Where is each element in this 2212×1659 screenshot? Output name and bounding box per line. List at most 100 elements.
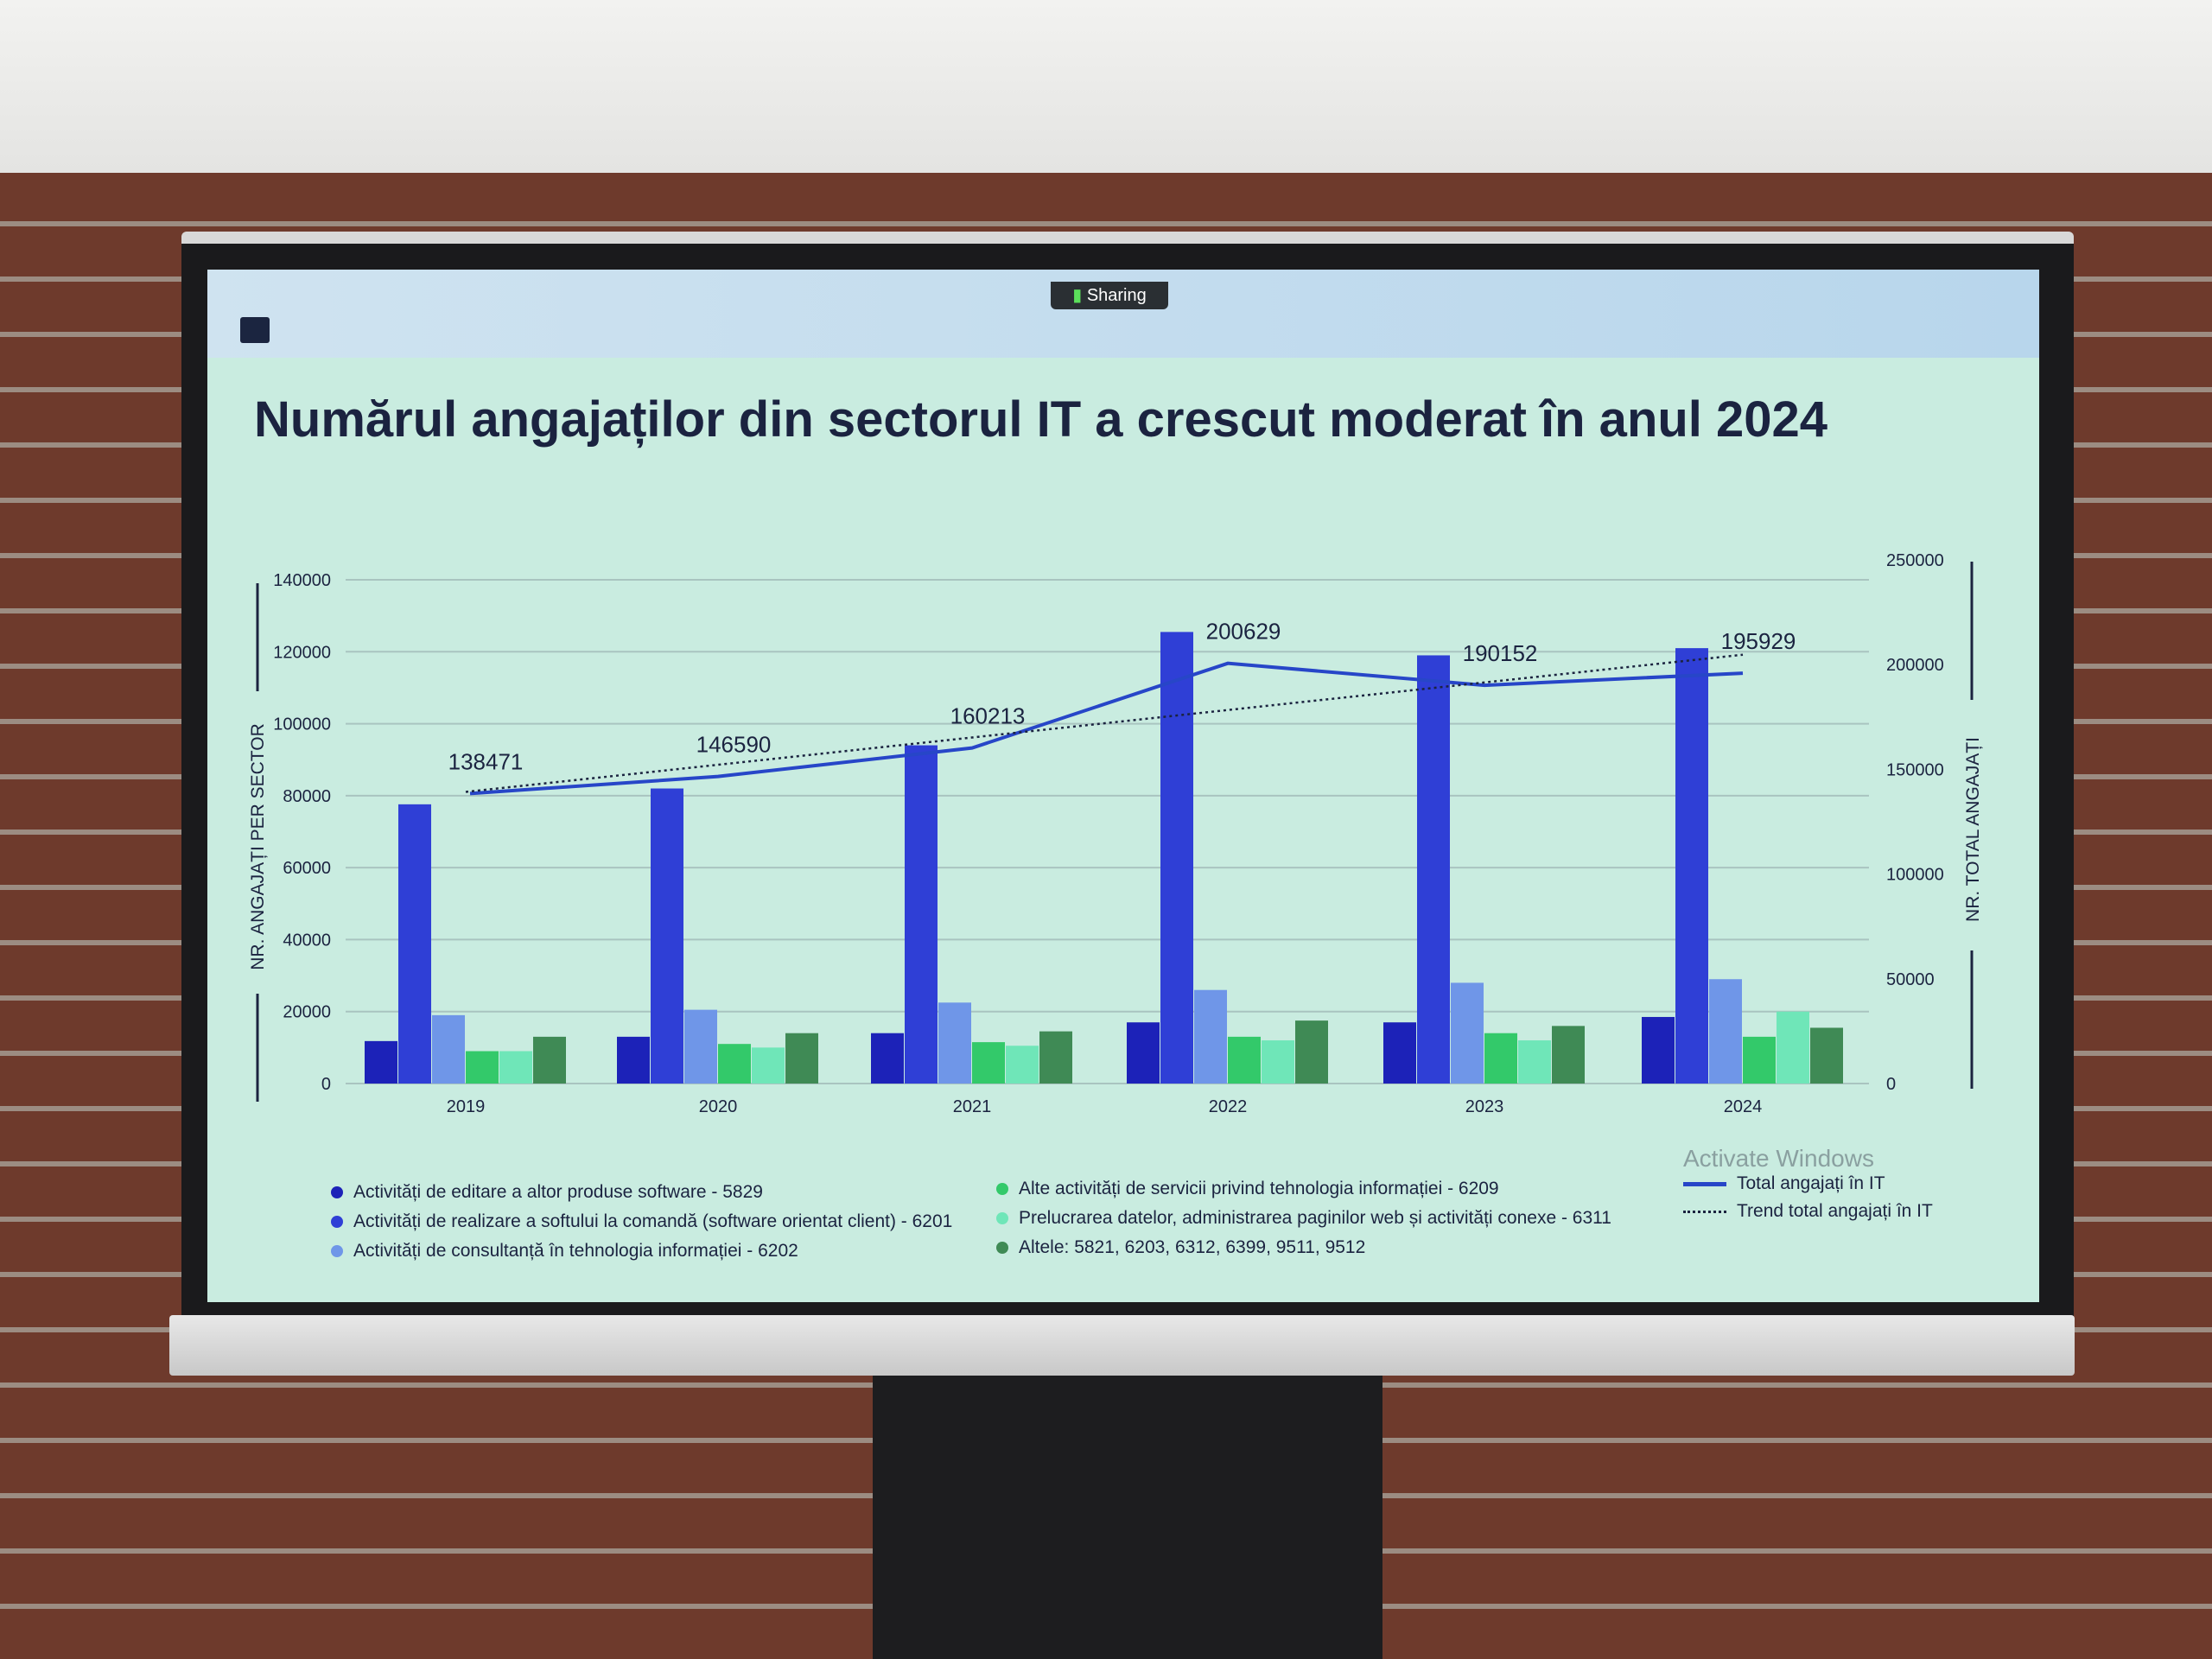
bar-2024-series-6	[1810, 1027, 1843, 1084]
y-tick-label: 80000	[283, 787, 331, 806]
bar-2019-series-1	[365, 1040, 397, 1084]
axis-label-bg	[244, 691, 273, 994]
monitor-stand	[873, 1376, 1382, 1659]
bar-2019-series-2	[398, 804, 431, 1084]
total-data-label: 200629	[1206, 619, 1281, 645]
bar-2019-series-4	[466, 1051, 499, 1084]
trend-line	[465, 653, 1744, 793]
bar-2020-series-1	[617, 1036, 650, 1084]
bar-2021-series-3	[938, 1002, 971, 1084]
bar-2024-series-5	[1777, 1011, 1809, 1084]
y-tick-label: 60000	[283, 859, 331, 878]
bar-2023-series-5	[1518, 1040, 1551, 1084]
legend-dot-icon	[331, 1245, 343, 1257]
legend-label: Trend total angajați în IT	[1737, 1201, 1933, 1221]
y-tick-label: 140000	[273, 571, 331, 590]
bar-2020-series-3	[684, 1009, 717, 1084]
x-tick-label: 2022	[1209, 1097, 1248, 1116]
bar-2022-series-6	[1295, 1020, 1328, 1084]
bar-2023-series-4	[1484, 1033, 1517, 1084]
legend-line-icon	[1683, 1210, 1726, 1213]
y-tick-label: 120000	[273, 643, 331, 662]
legend-line-icon	[1683, 1181, 1726, 1186]
legend-item: Activități de consultanță în tehnologia …	[331, 1241, 798, 1262]
activate-windows-watermark: Activate Windows	[1683, 1145, 1874, 1172]
legend-dot-icon	[996, 1212, 1008, 1224]
legend-dot-icon	[331, 1216, 343, 1228]
bar-2021-series-1	[871, 1033, 904, 1084]
x-tick-label: 2020	[699, 1097, 738, 1116]
bar-2022-series-3	[1194, 989, 1227, 1084]
monitor-bezel	[169, 1315, 2075, 1376]
y-axis-title: NR. ANGAJAȚI PER SECTOR	[248, 723, 268, 970]
bar-2020-series-5	[752, 1047, 785, 1084]
bar-2019-series-6	[533, 1036, 566, 1084]
bar-2019-series-5	[499, 1051, 532, 1084]
bar-2021-series-6	[1039, 1031, 1072, 1084]
total-data-label: 160213	[950, 703, 1026, 729]
total-data-label: 190152	[1463, 640, 1538, 666]
bar-2023-series-3	[1451, 982, 1484, 1084]
bar-2023-series-6	[1552, 1026, 1585, 1084]
legend-dot-icon	[996, 1242, 1008, 1254]
bar-2021-series-2	[905, 745, 938, 1084]
total-data-label: 138471	[448, 748, 524, 774]
y-tick-label: 40000	[283, 931, 331, 950]
bar-2022-series-1	[1127, 1022, 1160, 1084]
bar-2020-series-6	[785, 1033, 818, 1084]
legend-item: Prelucrarea datelor, administrarea pagin…	[996, 1208, 1611, 1229]
bar-2024-series-1	[1642, 1016, 1675, 1084]
bar-2021-series-4	[972, 1042, 1005, 1084]
legend-item: Altele: 5821, 6203, 6312, 6399, 9511, 95…	[996, 1237, 1365, 1258]
y2-tick-label: 100000	[1886, 866, 1944, 885]
bar-2022-series-5	[1262, 1040, 1294, 1084]
legend-label: Total angajați în IT	[1737, 1173, 1885, 1193]
legend-item-line: Trend total angajați în IT	[1683, 1201, 1933, 1222]
axis-label-bg	[1958, 700, 1987, 950]
legend-item: Alte activități de servicii privind tehn…	[996, 1179, 1499, 1199]
slide-title: Numărul angajaților din sectorul IT a cr…	[254, 391, 1828, 448]
legend-label: Activități de realizare a softului la co…	[353, 1211, 953, 1231]
legend-dot-icon	[331, 1186, 343, 1198]
legend-label: Activități de consultanță în tehnologia …	[353, 1241, 798, 1261]
legend-label: Activități de editare a altor produse so…	[353, 1182, 763, 1202]
ceiling	[0, 0, 2212, 173]
bar-2024-series-4	[1743, 1036, 1776, 1084]
legend-label: Alte activități de servicii privind tehn…	[1019, 1179, 1499, 1198]
y2-tick-label: 150000	[1886, 760, 1944, 779]
bar-2020-series-4	[718, 1044, 751, 1084]
bar-2023-series-1	[1383, 1022, 1416, 1084]
legend-label: Altele: 5821, 6203, 6312, 6399, 9511, 95…	[1019, 1237, 1366, 1257]
sharing-indicator[interactable]: ▮ Sharing	[1051, 282, 1168, 309]
y2-tick-label: 50000	[1886, 970, 1935, 989]
y2-tick-label: 0	[1886, 1075, 1896, 1094]
bar-2022-series-2	[1160, 632, 1193, 1084]
x-tick-label: 2019	[447, 1097, 486, 1116]
total-data-label: 146590	[696, 732, 772, 758]
legend-item-line: Total angajați în IT	[1683, 1173, 1885, 1194]
legend-item: Activități de realizare a softului la co…	[331, 1211, 952, 1232]
y2-tick-label: 200000	[1886, 656, 1944, 675]
legend-dot-icon	[996, 1183, 1008, 1195]
bar-2024-series-3	[1709, 979, 1742, 1084]
legend-label: Prelucrarea datelor, administrarea pagin…	[1019, 1208, 1611, 1228]
bar-2022-series-4	[1228, 1036, 1261, 1084]
total-data-label: 195929	[1721, 628, 1796, 654]
signal-icon: ▮	[1072, 286, 1087, 305]
bar-2019-series-3	[432, 1014, 465, 1084]
y2-axis-title: NR. TOTAL ANGAJAȚI	[1963, 737, 1983, 922]
x-tick-label: 2023	[1465, 1097, 1504, 1116]
y2-tick-label: 250000	[1886, 551, 1944, 570]
y-tick-label: 100000	[273, 715, 331, 734]
x-tick-label: 2024	[1724, 1097, 1763, 1116]
bar-2023-series-2	[1417, 655, 1450, 1084]
bar-2024-series-2	[1675, 648, 1708, 1084]
sharing-label: Sharing	[1086, 286, 1147, 305]
bar-2021-series-5	[1006, 1046, 1039, 1084]
y-tick-label: 20000	[283, 1003, 331, 1022]
presentation-slide: ▮ Sharing Numărul angajaților din sector…	[207, 270, 2039, 1302]
total-line	[469, 661, 1744, 796]
legend-item: Activități de editare a altor produse so…	[331, 1182, 763, 1203]
logo-icon	[240, 317, 270, 343]
